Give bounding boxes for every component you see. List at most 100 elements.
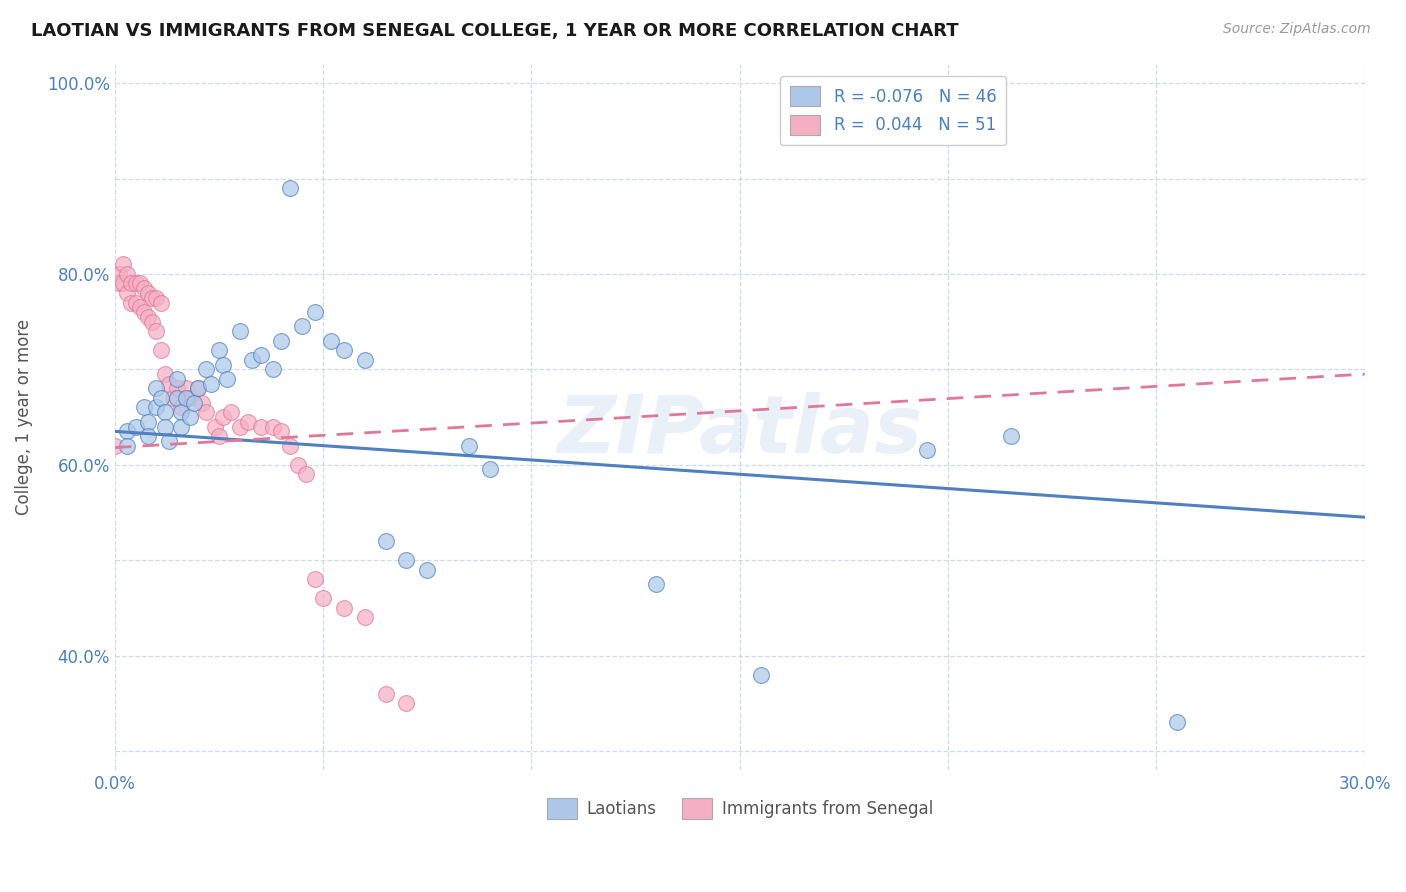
Text: LAOTIAN VS IMMIGRANTS FROM SENEGAL COLLEGE, 1 YEAR OR MORE CORRELATION CHART: LAOTIAN VS IMMIGRANTS FROM SENEGAL COLLE… <box>31 22 959 40</box>
Point <box>278 439 301 453</box>
Point <box>157 434 180 448</box>
Point <box>212 410 235 425</box>
Point <box>395 696 418 710</box>
Point <box>262 419 284 434</box>
Point <box>374 534 396 549</box>
Point <box>157 376 180 391</box>
Point <box>132 305 155 319</box>
Point <box>749 667 772 681</box>
Point <box>191 395 214 409</box>
Point <box>128 277 150 291</box>
Point <box>112 277 135 291</box>
Point <box>291 319 314 334</box>
Point <box>915 443 938 458</box>
Point <box>416 563 439 577</box>
Point <box>208 343 231 358</box>
Point <box>195 405 218 419</box>
Point <box>1166 715 1188 730</box>
Point <box>200 376 222 391</box>
Point <box>149 343 172 358</box>
Point <box>166 372 188 386</box>
Point <box>145 291 167 305</box>
Point <box>212 358 235 372</box>
Point <box>174 391 197 405</box>
Point <box>153 419 176 434</box>
Point <box>117 425 139 439</box>
Point <box>108 267 131 281</box>
Point <box>166 381 188 395</box>
Point <box>221 405 243 419</box>
Point <box>141 291 163 305</box>
Point <box>304 305 326 319</box>
Point <box>179 410 201 425</box>
Legend: Laotians, Immigrants from Senegal: Laotians, Immigrants from Senegal <box>540 791 939 825</box>
Point <box>145 324 167 338</box>
Point <box>117 267 139 281</box>
Point <box>170 419 193 434</box>
Point <box>295 467 318 482</box>
Point <box>395 553 418 567</box>
Point <box>124 277 146 291</box>
Point <box>304 572 326 586</box>
Point <box>183 395 205 409</box>
Point <box>145 381 167 395</box>
Point <box>645 577 668 591</box>
Point <box>153 405 176 419</box>
Point <box>240 352 263 367</box>
Point <box>104 439 127 453</box>
Point <box>374 687 396 701</box>
Point <box>149 295 172 310</box>
Point <box>204 419 226 434</box>
Point <box>132 281 155 295</box>
Point <box>124 295 146 310</box>
Point <box>117 285 139 300</box>
Point <box>187 381 209 395</box>
Point <box>249 348 271 362</box>
Point <box>321 334 343 348</box>
Point <box>124 419 146 434</box>
Point <box>458 439 481 453</box>
Point <box>353 352 375 367</box>
Point <box>136 415 159 429</box>
Point <box>174 381 197 395</box>
Point <box>112 257 135 271</box>
Point <box>478 462 501 476</box>
Point <box>136 310 159 324</box>
Point <box>170 405 193 419</box>
Point <box>120 277 142 291</box>
Text: Source: ZipAtlas.com: Source: ZipAtlas.com <box>1223 22 1371 37</box>
Point <box>217 372 239 386</box>
Point <box>270 334 292 348</box>
Point <box>236 415 259 429</box>
Point <box>278 181 301 195</box>
Point <box>249 419 271 434</box>
Y-axis label: College, 1 year or more: College, 1 year or more <box>15 319 32 515</box>
Point <box>117 439 139 453</box>
Point <box>128 301 150 315</box>
Point <box>287 458 309 472</box>
Point <box>333 600 356 615</box>
Point <box>145 401 167 415</box>
Point <box>153 367 176 381</box>
Text: ZIPatlas: ZIPatlas <box>557 392 922 470</box>
Point <box>132 401 155 415</box>
Point <box>179 391 201 405</box>
Point <box>270 425 292 439</box>
Point <box>195 362 218 376</box>
Point <box>187 381 209 395</box>
Point <box>149 391 172 405</box>
Point <box>162 391 184 405</box>
Point <box>120 295 142 310</box>
Point <box>353 610 375 624</box>
Point <box>136 285 159 300</box>
Point <box>229 324 252 338</box>
Point <box>141 315 163 329</box>
Point <box>136 429 159 443</box>
Point <box>333 343 356 358</box>
Point <box>208 429 231 443</box>
Point <box>108 277 131 291</box>
Point <box>262 362 284 376</box>
Point <box>312 591 335 606</box>
Point <box>166 391 188 405</box>
Point <box>170 401 193 415</box>
